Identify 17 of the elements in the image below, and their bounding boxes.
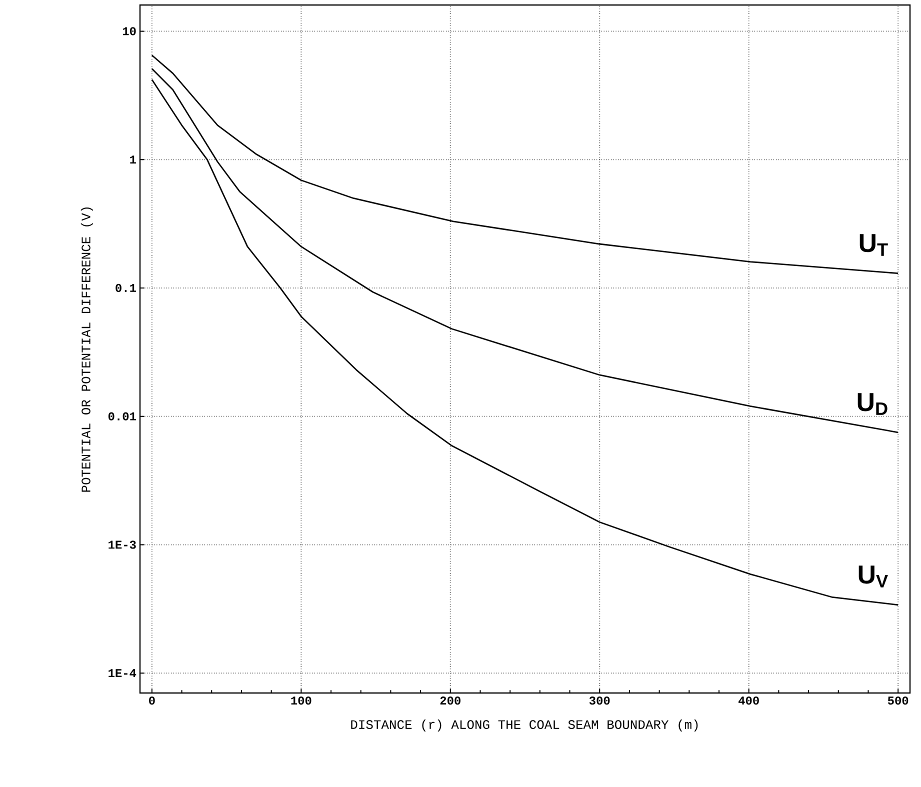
y-tick-label: 0.01 [108,412,136,420]
series-label: U$_{V}$ [858,566,888,588]
y-tick-label: 1E-3 [108,540,136,549]
y-tick-label: 1 [130,156,136,164]
y-tick-label: 1E-4 [108,669,136,678]
y-tick-label: 0.1 [116,284,136,292]
x-tick-label: 200 [440,696,460,705]
x-tick-label: 300 [589,696,610,705]
series-label: U$_{T}$ [860,234,888,256]
x-tick-label: 100 [291,696,312,705]
series-label: U$_{D}$ [858,393,888,415]
x-tick-label: 0 [149,696,155,705]
x-tick-label: 400 [738,696,759,705]
y-axis-title: POTENTIAL OR POTENTIAL DIFFERENCE (V) [80,207,93,492]
y-tick-label: 10 [122,27,136,36]
x-tick-label: 500 [888,696,908,705]
x-axis-title: DISTANCE (r) ALONG THE COAL SEAM BOUNDARY (m) [351,719,698,732]
